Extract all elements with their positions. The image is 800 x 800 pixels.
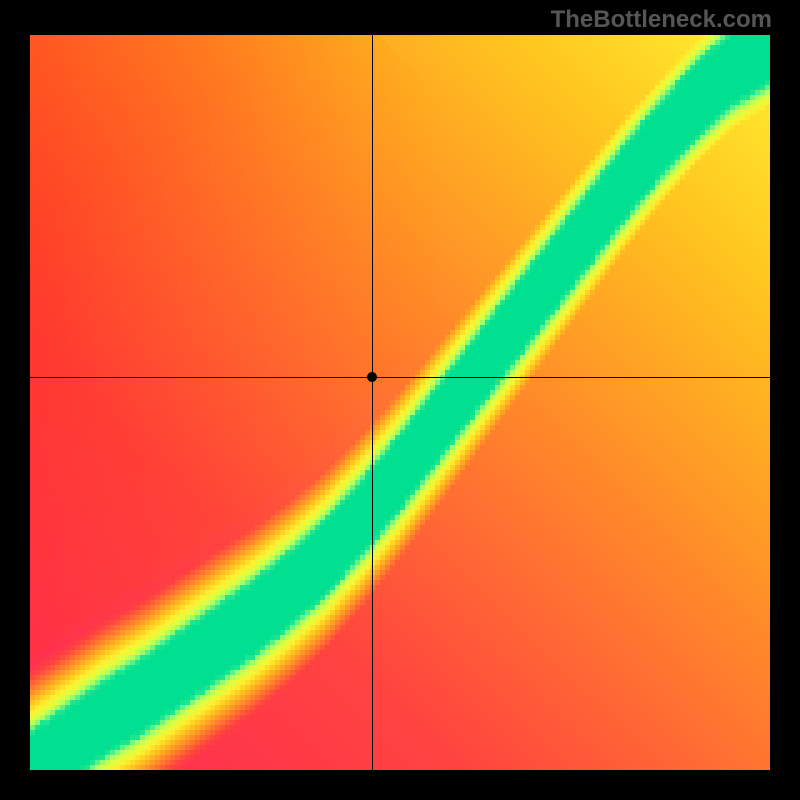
heatmap-plot (30, 35, 770, 770)
chart-container: TheBottleneck.com (0, 0, 800, 800)
watermark-text: TheBottleneck.com (551, 6, 772, 34)
crosshair-horizontal (30, 377, 770, 378)
crosshair-marker (367, 372, 377, 382)
crosshair-vertical (372, 35, 373, 770)
